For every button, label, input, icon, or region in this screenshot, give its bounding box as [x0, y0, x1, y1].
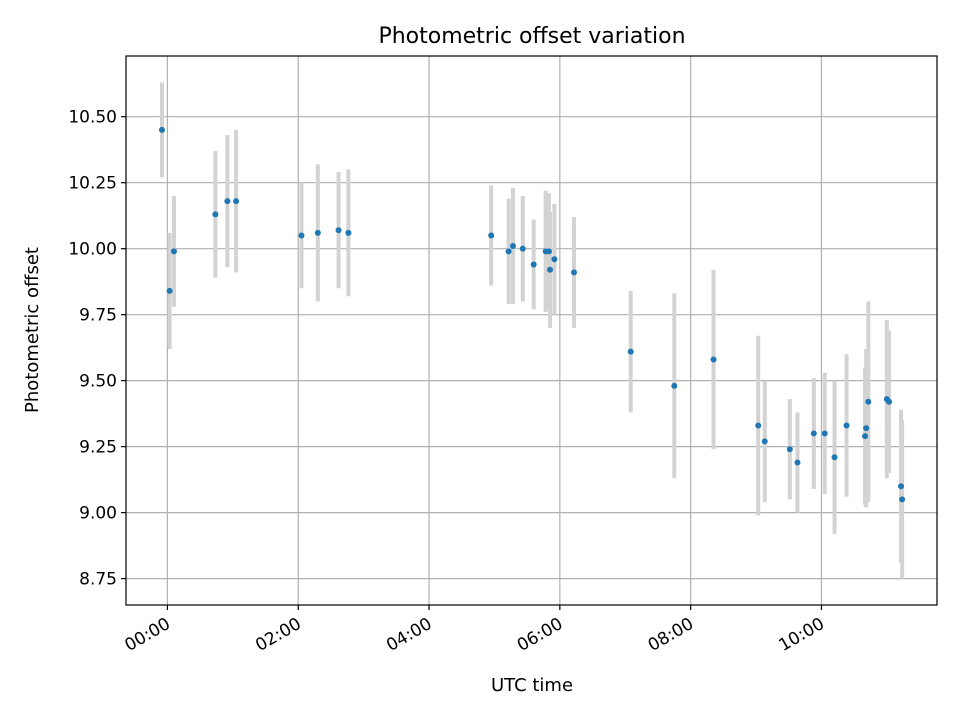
data-point	[545, 248, 552, 255]
data-points	[158, 126, 906, 503]
data-point	[821, 430, 828, 437]
data-point	[170, 248, 177, 255]
data-point	[671, 382, 678, 389]
x-tick-label: 00:00	[121, 614, 173, 656]
data-point	[345, 229, 352, 236]
data-point	[794, 459, 801, 466]
plot-frame	[125, 55, 938, 606]
data-point	[509, 243, 516, 250]
chart-title: Photometric offset variation	[378, 24, 685, 49]
data-point	[488, 232, 495, 239]
data-point	[761, 438, 768, 445]
data-point	[865, 398, 872, 405]
x-tick-label: 08:00	[645, 614, 697, 656]
y-tick-label: 9.25	[79, 438, 117, 458]
data-point	[233, 198, 240, 205]
data-point	[863, 425, 870, 432]
data-point	[224, 198, 231, 205]
data-point	[843, 422, 850, 429]
y-tick-label: 10.25	[68, 174, 117, 194]
data-point	[755, 422, 762, 429]
x-tick-label: 06:00	[514, 614, 566, 656]
y-axis-label: Photometric offset	[22, 247, 43, 413]
data-point	[898, 483, 905, 490]
x-tick-label: 10:00	[776, 614, 828, 656]
y-tick-label: 9.50	[79, 372, 117, 392]
grid	[126, 56, 937, 605]
data-point	[166, 287, 173, 294]
data-point	[810, 430, 817, 437]
data-point	[212, 211, 219, 218]
data-point	[505, 248, 512, 255]
x-tick-label: 04:00	[383, 614, 435, 656]
data-point	[314, 229, 321, 236]
data-point	[710, 356, 717, 363]
y-tick-label: 10.50	[68, 108, 117, 128]
x-tick-label: 02:00	[252, 614, 304, 656]
x-axis-ticks: 00:00 02:00 04:00 06:00 08:00 10:00	[121, 605, 828, 656]
x-axis-label: UTC time	[491, 675, 573, 696]
data-point	[298, 232, 305, 239]
data-point	[571, 269, 578, 276]
y-tick-label: 9.75	[79, 306, 117, 326]
data-point	[158, 126, 165, 133]
data-point	[551, 256, 558, 263]
data-point	[519, 245, 526, 252]
data-point	[530, 261, 537, 268]
data-point	[886, 398, 893, 405]
errorbars	[159, 82, 905, 579]
y-tick-label: 9.00	[79, 504, 117, 524]
data-point	[547, 266, 554, 273]
y-tick-label: 10.00	[68, 240, 117, 260]
data-point	[335, 227, 342, 234]
data-point	[627, 348, 634, 355]
data-point	[786, 446, 793, 453]
y-axis-ticks: 8.75 9.00 9.25 9.50 9.75 10.00 10.25 10.50	[68, 108, 126, 590]
data-point	[862, 433, 869, 440]
y-tick-label: 8.75	[79, 570, 117, 590]
data-point	[831, 454, 838, 461]
data-point	[899, 496, 906, 503]
